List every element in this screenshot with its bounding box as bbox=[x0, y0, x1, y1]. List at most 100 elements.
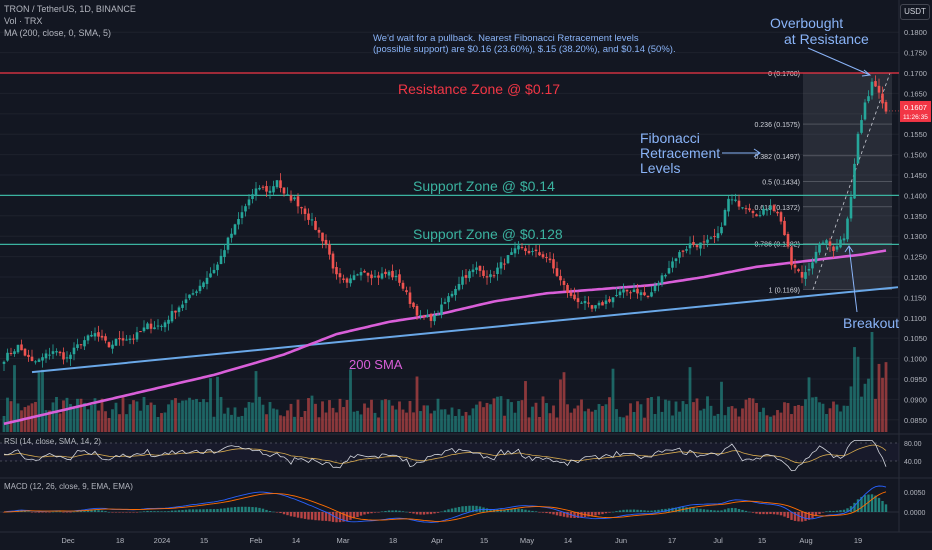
candle bbox=[716, 226, 720, 242]
candle-body bbox=[590, 305, 594, 309]
candle-body bbox=[496, 267, 499, 275]
candle-body bbox=[468, 271, 471, 279]
overbought-arrow bbox=[807, 47, 871, 76]
macd-histogram-bar bbox=[615, 511, 618, 512]
volume-bar bbox=[769, 416, 772, 432]
fib-line3: Levels bbox=[640, 160, 681, 176]
currency-button[interactable]: USDT bbox=[900, 4, 930, 20]
candle bbox=[541, 251, 545, 259]
fibonacci-annotation: Fibonacci Retracement Levels bbox=[640, 131, 720, 176]
candle-body bbox=[464, 275, 468, 278]
volume-bar bbox=[198, 402, 202, 432]
macd-histogram-bar bbox=[86, 510, 90, 512]
candle bbox=[23, 348, 27, 357]
macd-histogram-bar bbox=[604, 512, 608, 514]
candle bbox=[492, 270, 496, 279]
macd-histogram-bar bbox=[181, 510, 184, 512]
macd-histogram-bar bbox=[454, 507, 457, 512]
volume-bar bbox=[804, 399, 807, 432]
macd-histogram-bar bbox=[646, 510, 650, 512]
candle-body bbox=[219, 255, 223, 265]
candle bbox=[79, 344, 83, 349]
volume-bar bbox=[863, 383, 867, 432]
macd-histogram-bar bbox=[398, 510, 401, 512]
candle bbox=[506, 254, 510, 265]
volume-bar bbox=[821, 403, 825, 432]
candle bbox=[853, 158, 856, 200]
macd-histogram-bar bbox=[146, 510, 149, 512]
candle-body bbox=[223, 250, 226, 258]
candle bbox=[552, 253, 555, 274]
macd-histogram-bar bbox=[870, 494, 874, 512]
candle-body bbox=[639, 292, 643, 296]
candle-body bbox=[328, 244, 331, 255]
macd-histogram-bar bbox=[720, 510, 723, 512]
candle-body bbox=[632, 289, 636, 292]
volume-bar bbox=[681, 401, 685, 432]
candle-body bbox=[23, 348, 27, 356]
candle bbox=[842, 233, 846, 245]
candle-body bbox=[513, 248, 517, 254]
volume-bar bbox=[590, 411, 594, 432]
candle bbox=[510, 247, 513, 256]
volume-bar bbox=[776, 410, 779, 432]
fib-level-label: 0 (0.1700) bbox=[768, 71, 800, 78]
candle-body bbox=[286, 194, 289, 196]
volume-bar bbox=[366, 407, 370, 432]
current-price-box bbox=[900, 100, 931, 122]
candle bbox=[69, 352, 72, 367]
candle bbox=[363, 269, 366, 273]
volume-bar bbox=[202, 399, 205, 432]
candle-body bbox=[667, 268, 671, 274]
candle bbox=[548, 251, 552, 264]
candle-body bbox=[254, 188, 258, 196]
macd-histogram-bar bbox=[594, 512, 597, 516]
annotation-arrows bbox=[722, 47, 872, 313]
volume-bar bbox=[254, 371, 258, 432]
candle bbox=[118, 330, 121, 346]
candle-body bbox=[167, 319, 170, 324]
volume-bar bbox=[100, 398, 104, 432]
candle bbox=[415, 304, 419, 320]
candle bbox=[454, 285, 457, 301]
candle-body bbox=[849, 196, 853, 219]
candle bbox=[373, 269, 377, 279]
macd-histogram-bar bbox=[226, 507, 230, 512]
macd-histogram-bar bbox=[597, 512, 601, 515]
macd-histogram-bar bbox=[282, 512, 286, 515]
macd-histogram-bar bbox=[345, 512, 349, 522]
macd-histogram-bar bbox=[230, 507, 233, 512]
macd-histogram-bar bbox=[125, 512, 128, 513]
candle-body bbox=[821, 242, 825, 244]
candle-body bbox=[366, 272, 370, 276]
candle-body bbox=[30, 356, 34, 361]
macd-legend: MACD (12, 26, close, 9, EMA, EMA) bbox=[4, 482, 133, 491]
candle bbox=[114, 338, 118, 346]
macd-histogram-bar bbox=[674, 507, 678, 512]
candle-body bbox=[128, 338, 132, 340]
macd-histogram-bar bbox=[741, 509, 744, 512]
macd-histogram-bar bbox=[769, 512, 772, 515]
candle bbox=[758, 210, 762, 218]
candle-body bbox=[454, 288, 457, 296]
candle-body bbox=[324, 239, 328, 245]
macd-histogram-bar bbox=[286, 512, 289, 516]
candle bbox=[335, 261, 338, 280]
candle bbox=[825, 238, 828, 249]
candle-body bbox=[772, 205, 776, 211]
volume-bar bbox=[79, 398, 83, 432]
macd-histogram-bar bbox=[153, 511, 156, 512]
candle-body bbox=[604, 300, 608, 304]
candle-body bbox=[20, 344, 23, 351]
volume-bar bbox=[272, 408, 275, 432]
macd-histogram-bar bbox=[104, 511, 107, 512]
volume-bar bbox=[328, 400, 331, 432]
volume-bar bbox=[426, 405, 429, 432]
volume-bar bbox=[209, 378, 212, 432]
macd-histogram-bar bbox=[664, 508, 667, 512]
candle-body bbox=[884, 102, 888, 112]
macd-histogram-bar bbox=[835, 510, 839, 512]
candle bbox=[324, 234, 328, 249]
time-tick-label: 15 bbox=[200, 536, 208, 545]
